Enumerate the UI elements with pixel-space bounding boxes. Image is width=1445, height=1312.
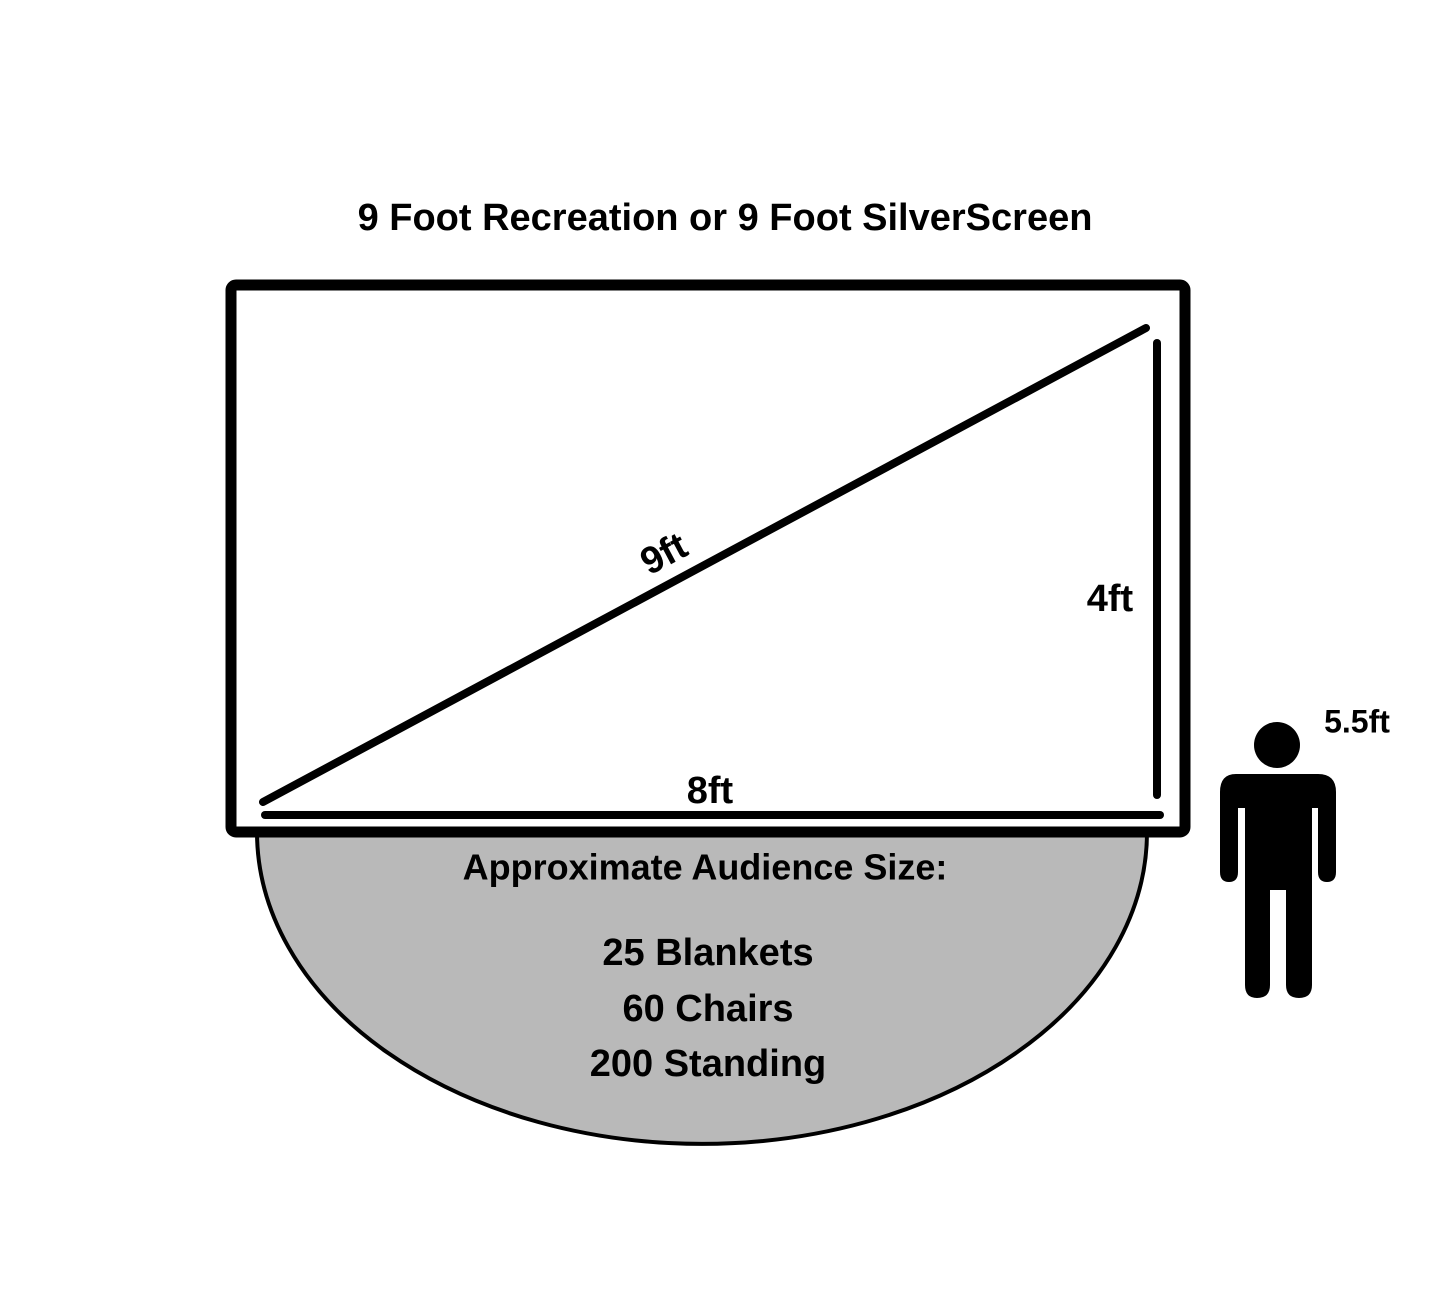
audience-heading: Approximate Audience Size:: [463, 847, 948, 888]
audience-line: 200 Standing: [590, 1043, 827, 1085]
audience-line: 60 Chairs: [622, 988, 793, 1030]
audience-line: 25 Blankets: [602, 932, 813, 974]
person-label: 5.5ft: [1324, 703, 1390, 739]
height-label: 4ft: [1087, 578, 1134, 620]
width-label: 8ft: [687, 770, 734, 812]
screen-frame: [225, 279, 1191, 838]
person-icon: [1220, 722, 1336, 998]
audience-area: [254, 830, 1150, 1146]
diagonal-line: [259, 324, 1150, 806]
title: 9 Foot Recreation or 9 Foot SilverScreen: [358, 197, 1093, 239]
